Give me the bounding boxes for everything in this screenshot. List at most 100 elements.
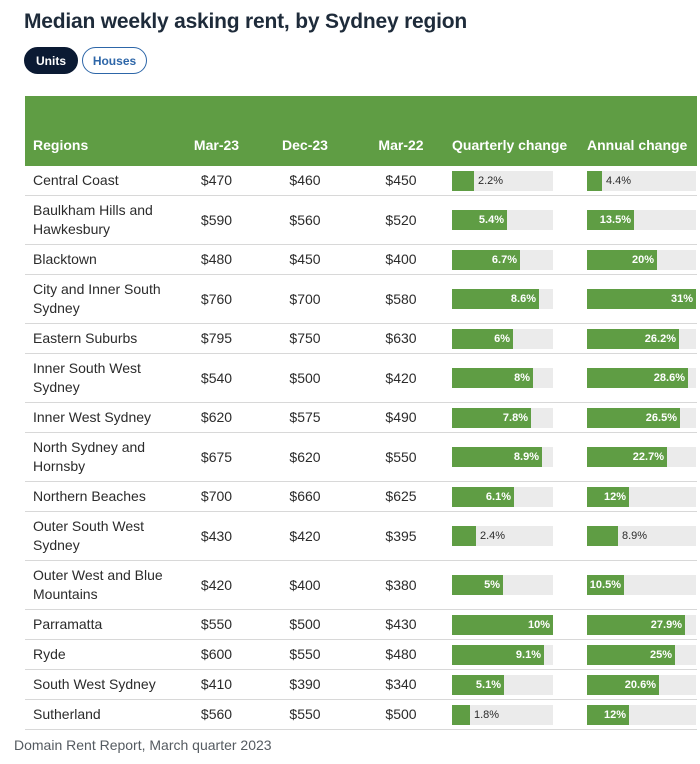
annual-change-bar	[587, 210, 634, 230]
column-header-quarterly-change[interactable]: Quarterly change	[451, 96, 586, 166]
annual-change-bar-track: 12%	[587, 704, 696, 725]
annual-change-bar-track: 4.4%	[587, 170, 696, 191]
mar22-cell: $490	[351, 402, 451, 433]
quarterly-change-bar-track: 7.8%	[452, 407, 553, 428]
quarterly-change-label: 9.1%	[515, 648, 541, 661]
mar23-cell: $480	[174, 244, 259, 275]
quarterly-change-label: 7.8%	[502, 411, 528, 424]
mar23-cell: $470	[174, 166, 259, 196]
annual-change-cell: 27.9%	[586, 609, 697, 640]
quarterly-change-cell: 5%	[451, 560, 586, 610]
quarterly-change-bar-track: 8.9%	[452, 447, 553, 467]
dec23-cell: $500	[259, 353, 351, 403]
table-row: City and Inner South Sydney $760 $700 $580 8…	[25, 274, 697, 324]
region-cell: Northern Beaches	[25, 481, 174, 512]
mar22-cell: $420	[351, 353, 451, 403]
column-header-mar23[interactable]: Mar-23	[174, 96, 259, 166]
mar23-cell: $420	[174, 560, 259, 610]
quarterly-change-cell: 6.7%	[451, 244, 586, 275]
quarterly-change-label: 6.7%	[491, 253, 517, 266]
quarterly-change-cell: 6%	[451, 323, 586, 354]
dec23-cell: $575	[259, 402, 351, 433]
annual-change-label: 10.5%	[589, 579, 621, 591]
mar22-cell: $480	[351, 639, 451, 670]
table-row: Blacktown $480 $450 $400 6.7% 20%	[25, 244, 697, 275]
quarterly-change-bar	[452, 170, 474, 191]
table-row: North Sydney and Hornsby $675 $620 $550 8.9%…	[25, 432, 697, 482]
mar22-cell: $520	[351, 195, 451, 245]
dec23-cell: $400	[259, 560, 351, 610]
region-cell: North Sydney and Hornsby	[25, 432, 174, 482]
annual-change-bar	[587, 289, 696, 309]
mar22-cell: $450	[351, 166, 451, 196]
annual-change-label: 13.5%	[599, 214, 631, 226]
annual-change-cell: 31%	[586, 274, 697, 324]
annual-change-bar	[587, 644, 675, 665]
column-header-mar22[interactable]: Mar-22	[351, 96, 451, 166]
annual-change-bar-track: 26.2%	[587, 328, 696, 349]
quarterly-change-bar-track: 5.4%	[452, 210, 553, 230]
column-header-dec23[interactable]: Dec-23	[259, 96, 351, 166]
annual-change-bar-track: 12%	[587, 486, 696, 507]
mar22-cell: $630	[351, 323, 451, 354]
property-type-toggle: Units Houses	[24, 47, 147, 74]
annual-change-label: 20%	[631, 253, 654, 266]
dec23-cell: $560	[259, 195, 351, 245]
annual-change-bar	[587, 674, 659, 695]
quarterly-change-bar	[452, 249, 520, 270]
mar23-cell: $560	[174, 699, 259, 730]
dec23-cell: $450	[259, 244, 351, 275]
quarterly-change-bar-track: 10%	[452, 614, 553, 635]
table-row: Outer West and Blue Mountains $420 $400 $38…	[25, 560, 697, 610]
region-cell: Ryde	[25, 639, 174, 670]
annual-change-cell: 20.6%	[586, 669, 697, 700]
mar23-cell: $795	[174, 323, 259, 354]
annual-change-bar-track: 8.9%	[587, 526, 696, 546]
annual-change-cell: 12%	[586, 699, 697, 730]
quarterly-change-bar	[452, 407, 531, 428]
houses-toggle-button[interactable]: Houses	[82, 47, 147, 74]
table-row: Sutherland $560 $550 $500 1.8% 12%	[25, 699, 697, 730]
annual-change-bar	[587, 368, 688, 388]
region-cell: Inner West Sydney	[25, 402, 174, 433]
mar23-cell: $590	[174, 195, 259, 245]
annual-change-cell: 26.5%	[586, 402, 697, 433]
units-toggle-button[interactable]: Units	[24, 47, 78, 74]
chart-title: Median weekly asking rent, by Sydney reg…	[24, 10, 468, 33]
annual-change-label: 26.5%	[645, 411, 677, 424]
quarterly-change-cell: 8%	[451, 353, 586, 403]
mar23-cell: $600	[174, 639, 259, 670]
annual-change-bar-track: 22.7%	[587, 447, 696, 467]
annual-change-cell: 25%	[586, 639, 697, 670]
quarterly-change-label: 2.2%	[478, 174, 504, 187]
mar22-cell: $340	[351, 669, 451, 700]
quarterly-change-bar-track: 2.2%	[452, 170, 553, 191]
annual-change-cell: 28.6%	[586, 353, 697, 403]
quarterly-change-bar	[452, 644, 544, 665]
region-cell: Blacktown	[25, 244, 174, 275]
table-row: Outer South West Sydney $430 $420 $395 2.4% 8…	[25, 511, 697, 561]
quarterly-change-cell: 7.8%	[451, 402, 586, 433]
annual-change-bar	[587, 704, 629, 725]
column-header-annual-change[interactable]: Annual change	[586, 96, 697, 166]
annual-change-bar-track: 20%	[587, 249, 696, 270]
rent-table: Regions Mar-23 Dec-23 Mar-22 Quarterly c…	[25, 96, 697, 730]
annual-change-bar-track: 10.5%	[587, 575, 696, 595]
annual-change-bar	[587, 249, 657, 270]
mar23-cell: $675	[174, 432, 259, 482]
mar23-cell: $620	[174, 402, 259, 433]
mar22-cell: $380	[351, 560, 451, 610]
region-cell: City and Inner South Sydney	[25, 274, 174, 324]
dec23-cell: $700	[259, 274, 351, 324]
region-cell: Parramatta	[25, 609, 174, 640]
region-cell: Inner South West Sydney	[25, 353, 174, 403]
table-row: Baulkham Hills and Hawkesbury $590 $560 $52…	[25, 195, 697, 245]
dec23-cell: $550	[259, 699, 351, 730]
region-cell: Outer West and Blue Mountains	[25, 560, 174, 610]
mar22-cell: $580	[351, 274, 451, 324]
mar22-cell: $430	[351, 609, 451, 640]
quarterly-change-cell: 9.1%	[451, 639, 586, 670]
column-header-regions[interactable]: Regions	[25, 96, 174, 166]
annual-change-label: 20.6%	[624, 678, 656, 691]
quarterly-change-bar	[452, 328, 513, 349]
